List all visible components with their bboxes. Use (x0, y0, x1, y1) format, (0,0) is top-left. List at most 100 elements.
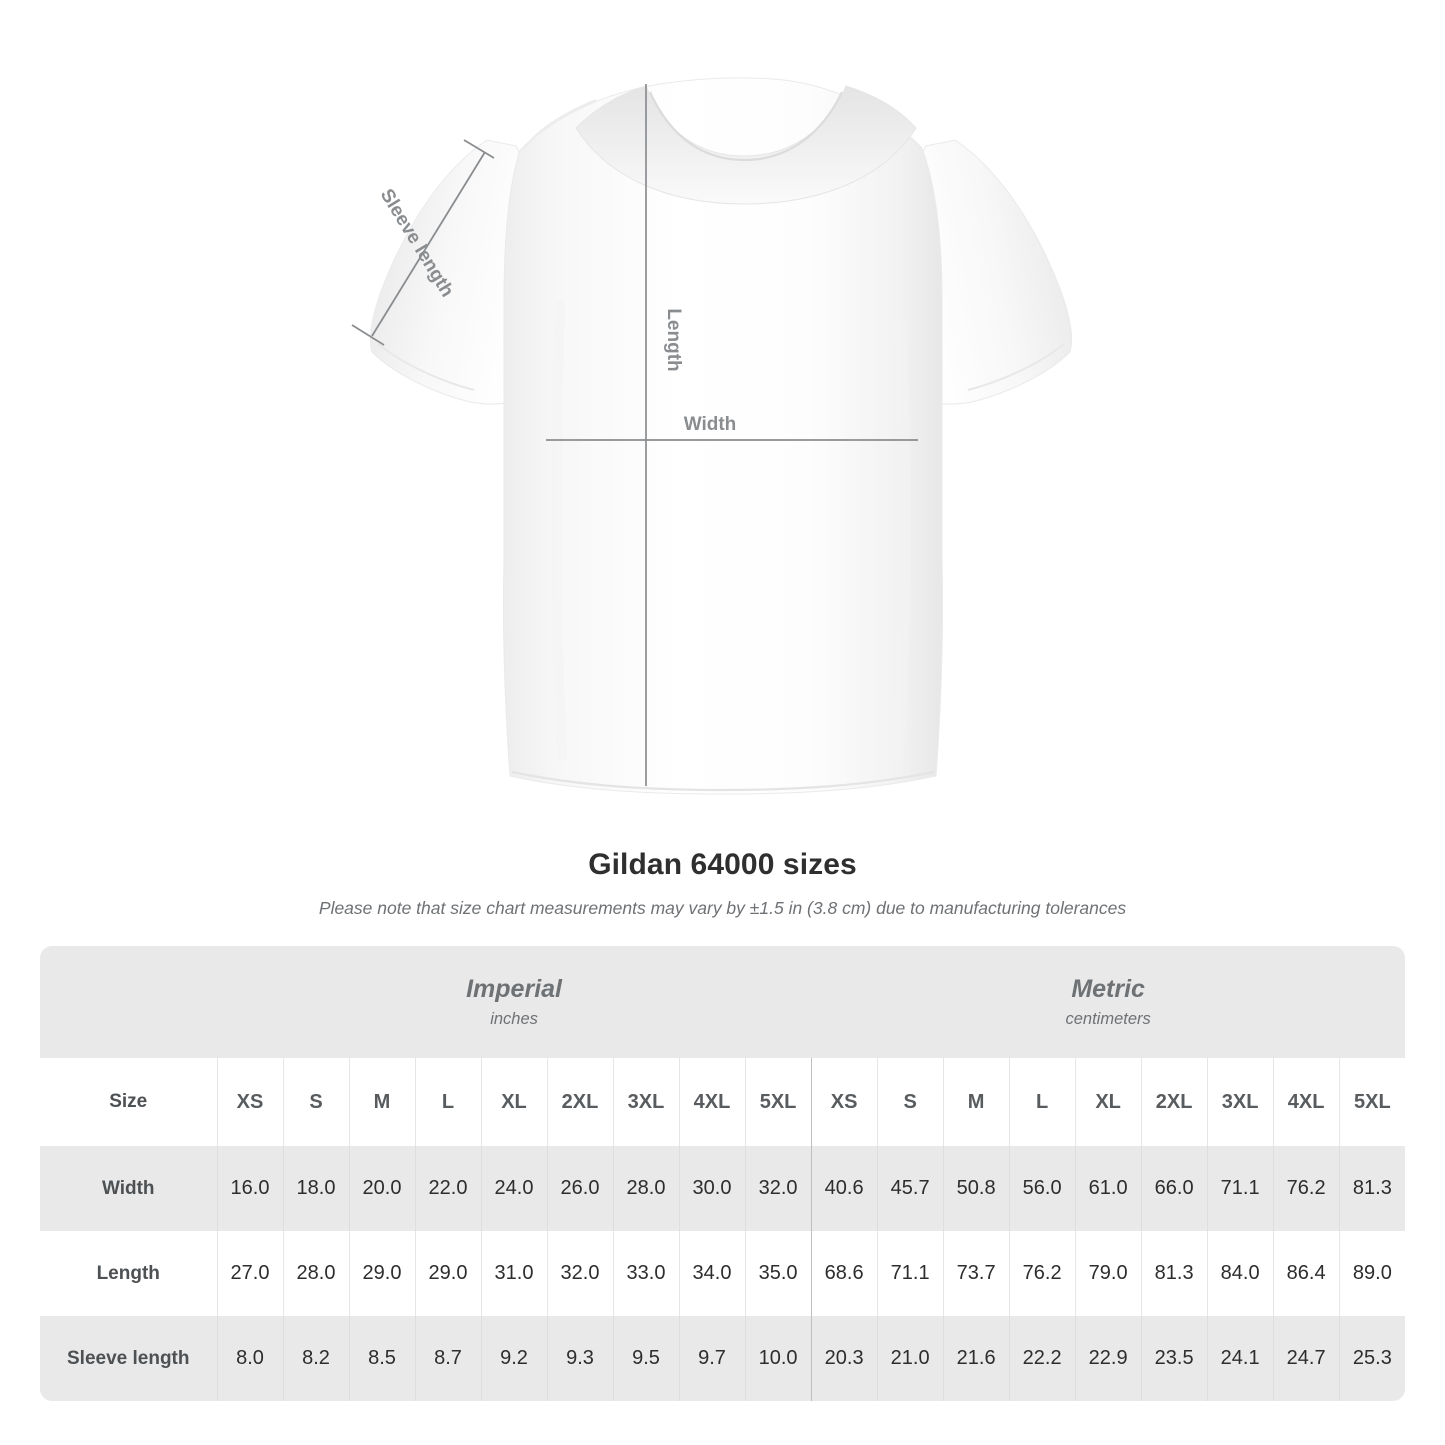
size-header-metric-xl: XL (1074, 1058, 1142, 1146)
cell-sleeve-metric-xl: 22.9 (1074, 1316, 1142, 1401)
cell-length-imperial-5xl: 35.0 (744, 1231, 812, 1316)
cell-length-metric-xs: 68.6 (810, 1231, 878, 1316)
size-header-imperial-m: M (348, 1058, 415, 1146)
width-annotation: Width (546, 414, 918, 441)
size-header-imperial-5xl: 5XL (744, 1058, 812, 1146)
cell-length-metric-m: 73.7 (942, 1231, 1010, 1316)
row-label-sleeve-length: Sleeve length (40, 1316, 217, 1401)
cell-length-metric-3xl: 84.0 (1206, 1231, 1274, 1316)
cell-width-metric-5xl: 81.3 (1338, 1146, 1406, 1231)
group-metric-name: Metric (1071, 974, 1145, 1003)
cell-sleeve-imperial-l: 8.7 (414, 1316, 481, 1401)
cell-length-imperial-2xl: 32.0 (546, 1231, 613, 1316)
cell-width-metric-3xl: 71.1 (1206, 1146, 1274, 1231)
cell-sleeve-metric-2xl: 23.5 (1140, 1316, 1208, 1401)
cell-length-imperial-3xl: 33.0 (612, 1231, 679, 1316)
cell-sleeve-metric-3xl: 24.1 (1206, 1316, 1274, 1401)
cell-sleeve-imperial-5xl: 10.0 (744, 1316, 812, 1401)
size-header-label: Size (40, 1058, 217, 1146)
cell-width-metric-s: 45.7 (876, 1146, 944, 1231)
cell-length-metric-5xl: 89.0 (1338, 1231, 1406, 1316)
cell-width-imperial-3xl: 28.0 (612, 1146, 679, 1231)
cell-sleeve-imperial-xs: 8.0 (216, 1316, 283, 1401)
cell-sleeve-imperial-m: 8.5 (348, 1316, 415, 1401)
size-table: Imperial inches Metric centimeters Size … (40, 946, 1406, 1401)
cell-width-metric-l: 56.0 (1008, 1146, 1076, 1231)
group-header-spacer (40, 946, 217, 1058)
tshirt-illustration (370, 77, 1072, 795)
size-header-metric-l: L (1008, 1058, 1076, 1146)
cell-width-metric-2xl: 66.0 (1140, 1146, 1208, 1231)
cell-sleeve-imperial-xl: 9.2 (480, 1316, 547, 1401)
size-header-imperial-4xl: 4XL (678, 1058, 745, 1146)
size-header-metric-xs: XS (810, 1058, 878, 1146)
cell-width-imperial-m: 20.0 (348, 1146, 415, 1231)
length-annotation: Length (645, 84, 684, 786)
cell-width-metric-m: 50.8 (942, 1146, 1010, 1231)
cell-sleeve-metric-5xl: 25.3 (1338, 1316, 1406, 1401)
cell-width-imperial-4xl: 30.0 (678, 1146, 745, 1231)
page-title: Gildan 64000 sizes (588, 848, 857, 881)
cell-sleeve-imperial-2xl: 9.3 (546, 1316, 613, 1401)
size-header-imperial-s: S (282, 1058, 349, 1146)
cell-width-metric-xs: 40.6 (810, 1146, 878, 1231)
cell-length-metric-2xl: 81.3 (1140, 1231, 1208, 1316)
heading-block: Gildan 64000 sizes Please note that size… (0, 848, 1445, 919)
size-header-imperial-2xl: 2XL (546, 1058, 613, 1146)
group-imperial-name: Imperial (466, 974, 562, 1003)
cell-sleeve-imperial-4xl: 9.7 (678, 1316, 745, 1401)
cell-width-metric-4xl: 76.2 (1272, 1146, 1340, 1231)
cell-length-metric-4xl: 86.4 (1272, 1231, 1340, 1316)
table-row: Width 16.0 18.0 20.0 22.0 24.0 26.0 28.0… (40, 1146, 1406, 1231)
cell-length-imperial-s: 28.0 (282, 1231, 349, 1316)
size-header-metric-2xl: 2XL (1140, 1058, 1208, 1146)
cell-width-imperial-xs: 16.0 (216, 1146, 283, 1231)
size-header-imperial-l: L (414, 1058, 481, 1146)
size-header-imperial-3xl: 3XL (612, 1058, 679, 1146)
size-header-imperial-xs: XS (216, 1058, 283, 1146)
size-header-metric-m: M (942, 1058, 1010, 1146)
cell-length-metric-s: 71.1 (876, 1231, 944, 1316)
tshirt-diagram: Sleeve length Length Width (351, 77, 1072, 795)
cell-length-imperial-xl: 31.0 (480, 1231, 547, 1316)
cell-width-imperial-5xl: 32.0 (744, 1146, 812, 1231)
cell-sleeve-metric-4xl: 24.7 (1272, 1316, 1340, 1401)
cell-sleeve-metric-s: 21.0 (876, 1316, 944, 1401)
size-header-imperial-xl: XL (480, 1058, 547, 1146)
size-header-metric-3xl: 3XL (1206, 1058, 1274, 1146)
row-label-length: Length (40, 1231, 217, 1316)
cell-sleeve-metric-m: 21.6 (942, 1316, 1010, 1401)
cell-sleeve-metric-l: 22.2 (1008, 1316, 1076, 1401)
size-header-metric-s: S (876, 1058, 944, 1146)
cell-length-metric-xl: 79.0 (1074, 1231, 1142, 1316)
table-row: Length 27.0 28.0 29.0 29.0 31.0 32.0 33.… (40, 1231, 1406, 1316)
group-header-metric: Metric centimeters (811, 946, 1406, 1058)
table-row: Sleeve length 8.0 8.2 8.5 8.7 9.2 9.3 9.… (40, 1316, 1406, 1401)
length-label: Length (663, 308, 684, 371)
cell-length-metric-l: 76.2 (1008, 1231, 1076, 1316)
cell-length-imperial-4xl: 34.0 (678, 1231, 745, 1316)
cell-sleeve-imperial-3xl: 9.5 (612, 1316, 679, 1401)
width-label: Width (684, 414, 737, 435)
group-imperial-unit: inches (490, 1010, 538, 1029)
cell-width-imperial-2xl: 26.0 (546, 1146, 613, 1231)
unit-group-header-row: Imperial inches Metric centimeters (40, 946, 1406, 1058)
row-label-width: Width (40, 1146, 217, 1231)
cell-length-imperial-m: 29.0 (348, 1231, 415, 1316)
cell-sleeve-imperial-s: 8.2 (282, 1316, 349, 1401)
cell-width-imperial-xl: 24.0 (480, 1146, 547, 1231)
cell-width-imperial-s: 18.0 (282, 1146, 349, 1231)
group-header-imperial: Imperial inches (217, 946, 812, 1058)
cell-width-metric-xl: 61.0 (1074, 1146, 1142, 1231)
size-header-metric-4xl: 4XL (1272, 1058, 1340, 1146)
cell-sleeve-metric-xs: 20.3 (810, 1316, 878, 1401)
size-header-metric-5xl: 5XL (1338, 1058, 1406, 1146)
size-table-wrapper: Imperial inches Metric centimeters Size … (40, 946, 1406, 1401)
cell-width-imperial-l: 22.0 (414, 1146, 481, 1231)
group-metric-unit: centimeters (1065, 1010, 1151, 1029)
cell-length-imperial-l: 29.0 (414, 1231, 481, 1316)
cell-length-imperial-xs: 27.0 (216, 1231, 283, 1316)
tolerance-note: Please note that size chart measurements… (318, 898, 1127, 918)
size-header-row: Size XS S M L XL 2XL 3XL 4XL 5XL XS S M … (40, 1058, 1406, 1146)
